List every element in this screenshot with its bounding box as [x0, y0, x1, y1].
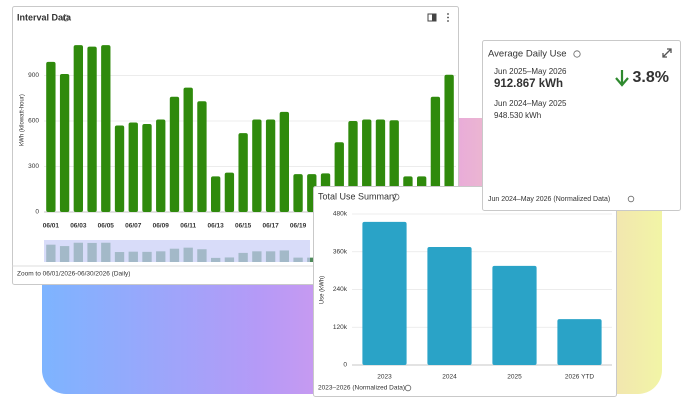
help-icon[interactable]	[573, 50, 581, 58]
card-title: Average Daily Use	[488, 49, 567, 60]
y-tick-label: 300	[28, 163, 39, 170]
bar	[293, 174, 303, 212]
x-tick-label: 06/15	[235, 223, 252, 230]
help-icon[interactable]	[627, 195, 635, 203]
bar	[492, 265, 537, 365]
bar	[210, 176, 221, 212]
bar	[444, 74, 454, 212]
bar	[142, 124, 152, 212]
current-period: Jun 2025–May 2026	[494, 67, 567, 76]
change: 3.8%	[633, 69, 669, 86]
x-tick-label: 06/03	[70, 223, 87, 230]
help-icon[interactable]	[62, 14, 70, 22]
previous-value: 948.530 kWh	[494, 111, 541, 120]
bar	[197, 101, 207, 212]
bar	[128, 122, 138, 212]
card-title: Interval Data	[17, 12, 72, 22]
card-footer: 2023–2026 (Normalized Data)	[318, 385, 405, 392]
y-tick-label: 240k	[333, 286, 348, 293]
x-tick-label: 06/19	[290, 223, 307, 230]
bar	[430, 96, 441, 212]
x-tick-label: 06/17	[262, 223, 279, 230]
card-title: Total Use Summary	[318, 191, 397, 201]
y-tick-label: 360k	[333, 248, 348, 255]
bar	[169, 96, 180, 212]
card-footer: Jun 2024–May 2026 (Normalized Data)	[488, 196, 610, 203]
menu-icon[interactable]	[447, 13, 449, 22]
bar	[183, 87, 193, 212]
total-use-card: Total Use Summary 0 120k 240k 360k 480k Use (…	[313, 186, 617, 397]
bar	[224, 172, 235, 212]
bar	[427, 247, 472, 365]
x-tick-label: 2026 YTD	[565, 374, 594, 381]
bar	[87, 46, 97, 212]
y-tick-label: 600	[28, 118, 39, 125]
average-daily-use-card: Average Daily Use Jun 2025–May 2026 912.…	[482, 40, 681, 211]
bar	[252, 119, 262, 212]
y-tick-label: 120k	[333, 324, 348, 331]
bar	[59, 73, 70, 212]
bar	[265, 119, 276, 212]
x-tick-label: 06/05	[98, 223, 115, 230]
y-tick-label: 480k	[333, 211, 348, 218]
x-tick-label: 06/09	[153, 223, 170, 230]
navigator-bar	[307, 257, 317, 262]
y-tick-label: 0	[343, 362, 347, 369]
zoom-selection[interactable]	[44, 240, 310, 262]
expand-icon[interactable]	[662, 48, 672, 58]
bar	[279, 111, 290, 212]
x-tick-label: 06/01	[43, 223, 60, 230]
x-tick-label: 2023	[377, 374, 392, 381]
help-icon[interactable]	[392, 193, 400, 201]
bar	[114, 125, 125, 212]
card	[482, 40, 681, 211]
x-tick-label: 06/13	[208, 223, 225, 230]
x-tick-label: 06/07	[125, 223, 142, 230]
y-tick-label: 900	[28, 72, 39, 79]
current-value: 912.867 kWh	[494, 78, 563, 90]
panel-icon-fill	[432, 14, 436, 21]
bar	[156, 119, 166, 212]
help-icon[interactable]	[404, 384, 412, 392]
x-tick-label: 06/11	[180, 223, 196, 230]
down-arrow	[615, 70, 629, 87]
previous-period: Jun 2024–May 2025	[494, 99, 567, 108]
card-footer: Zoom to 06/01/2026-06/30/2026 (Daily)	[17, 271, 130, 278]
bar	[73, 45, 84, 212]
x-tick-label: 2024	[442, 374, 457, 381]
bar	[362, 221, 407, 365]
y-tick-label: 0	[35, 209, 39, 216]
y-axis-label: Use (kWh)	[320, 276, 326, 304]
bar	[101, 45, 111, 212]
bar	[46, 61, 56, 212]
bar	[557, 319, 602, 365]
x-tick-label: 2025	[507, 374, 522, 381]
bar	[238, 133, 248, 212]
y-axis-label: kWh (kilowatt-hour)	[20, 94, 26, 146]
